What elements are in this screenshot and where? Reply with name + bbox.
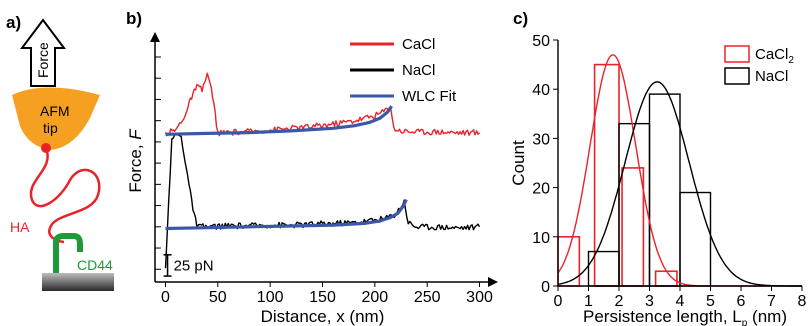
y-axis-title: Force, F xyxy=(126,128,145,193)
x-axis-arrowhead xyxy=(488,277,498,287)
wlc-fit-line xyxy=(165,198,408,231)
x-tick-label: 200 xyxy=(361,289,388,306)
force-arrow-label: Force xyxy=(35,42,51,78)
panel-label-c: c) xyxy=(513,9,528,28)
x-tick-label: 50 xyxy=(209,289,227,306)
x-tick-label: 1 xyxy=(584,293,593,310)
y-axis-arrowhead xyxy=(150,32,160,42)
legend-label: NaCl xyxy=(755,68,788,85)
cacl2-histogram-bar xyxy=(621,167,645,287)
y-tick-label: 40 xyxy=(532,82,550,99)
panel-label-b: b) xyxy=(126,9,142,28)
persistence-length-histogram: 0 10 20 30 40 50 0 1 2 3 4 5 6 7 8 Count Persistence len… xyxy=(509,33,807,326)
ha-label: HA xyxy=(10,219,30,235)
x-tick-label: 100 xyxy=(257,289,284,306)
x-tick-label: 2 xyxy=(615,293,624,310)
y-tick-label: 30 xyxy=(532,131,550,148)
legend-label: WLC Fit xyxy=(402,88,457,105)
x-tick-label: 0 xyxy=(161,289,170,306)
panel-label-a: a) xyxy=(6,13,21,32)
ha-chain xyxy=(29,147,101,244)
cacl-force-trace xyxy=(164,72,481,137)
force-distance-chart: 0 50 100 150 200 250 300 Distance, x (nm) Force,… xyxy=(126,32,498,326)
nacl-force-trace xyxy=(164,132,481,269)
substrate-surface xyxy=(42,273,114,291)
legend-label: CaCl2 xyxy=(755,46,794,66)
y-axis-title: Count xyxy=(509,140,528,186)
cd44-receptor xyxy=(53,233,83,275)
legend-swatch xyxy=(724,67,750,85)
legend-swatch xyxy=(724,45,750,63)
scale-bar-label: 25 pN xyxy=(174,257,214,274)
x-axis-title: Persistence length, Lp (nm) xyxy=(583,307,787,326)
legend-label: NaCl xyxy=(402,62,435,79)
x-tick-label: 4 xyxy=(676,293,685,310)
afm-tip-label-line2: tip xyxy=(43,120,58,136)
x-tick-label: 0 xyxy=(554,293,563,310)
wlc-fit-line xyxy=(165,105,393,136)
y-tick-label: 20 xyxy=(532,181,550,198)
y-tick-label: 50 xyxy=(532,33,550,50)
cd44-label: CD44 xyxy=(77,257,113,273)
x-tick-label: 250 xyxy=(414,289,441,306)
x-axis-title: Distance, x (nm) xyxy=(261,307,385,326)
afm-tip-label-line1: AFM xyxy=(40,103,70,119)
nacl-gaussian-fit xyxy=(557,81,802,287)
y-tick-label: 0 xyxy=(541,279,550,296)
nacl-histogram-bar xyxy=(618,122,651,287)
y-tick-label: 10 xyxy=(532,230,550,247)
nacl-histogram-bar xyxy=(587,250,620,287)
x-tick-label: 8 xyxy=(798,293,807,310)
afm-tip-shape xyxy=(12,87,100,150)
x-tick-label: 7 xyxy=(767,293,776,310)
x-tick-label: 5 xyxy=(706,293,715,310)
nacl-histogram-bar xyxy=(679,191,712,287)
x-tick-label: 300 xyxy=(466,289,493,306)
x-tick-label: 3 xyxy=(645,293,654,310)
cacl2-histogram-bar xyxy=(557,236,581,287)
x-tick-label: 150 xyxy=(309,289,336,306)
x-tick-label: 6 xyxy=(737,293,746,310)
legend-label: CaCl xyxy=(402,36,435,53)
nacl-histogram-bar xyxy=(648,93,681,287)
force-arrow: Force xyxy=(20,18,66,87)
